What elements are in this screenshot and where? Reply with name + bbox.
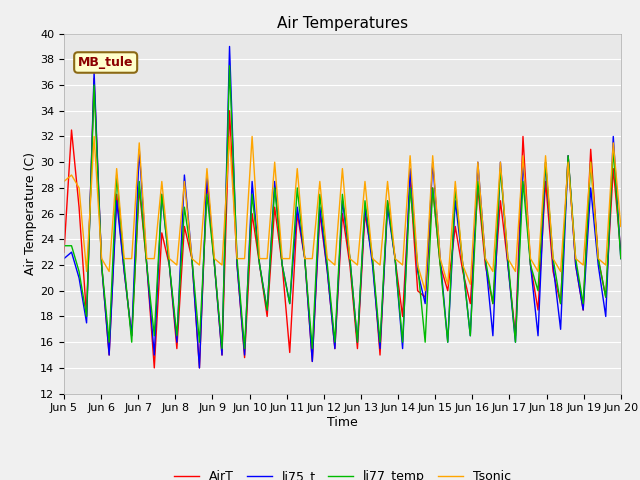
Text: MB_tule: MB_tule [78, 56, 133, 69]
Line: AirT: AirT [64, 79, 621, 368]
Tsonic [90, 133, 98, 139]
Tsonic [617, 224, 625, 229]
li75_t [226, 44, 234, 49]
li77_temp [226, 63, 234, 69]
li75_t [196, 365, 204, 371]
Tsonic [60, 179, 68, 184]
AirT [617, 249, 625, 255]
AirT [519, 133, 527, 139]
li77_temp [60, 243, 68, 249]
Legend: AirT, li75_t, li77_temp, Tsonic: AirT, li75_t, li77_temp, Tsonic [169, 465, 516, 480]
Tsonic [421, 288, 429, 294]
Tsonic [534, 269, 542, 275]
li77_temp [218, 346, 226, 351]
li75_t [511, 339, 519, 345]
Tsonic [572, 256, 579, 262]
Line: li77_temp: li77_temp [64, 66, 621, 348]
Line: Tsonic: Tsonic [64, 136, 621, 291]
li75_t [617, 256, 625, 262]
li77_temp [497, 166, 504, 171]
AirT [511, 333, 519, 338]
li75_t [106, 352, 113, 358]
li75_t [519, 159, 527, 165]
li77_temp [106, 339, 113, 345]
AirT [534, 307, 542, 313]
li77_temp [511, 339, 519, 345]
Tsonic [497, 159, 504, 165]
AirT [113, 192, 120, 197]
Title: Air Temperatures: Air Temperatures [277, 16, 408, 31]
AirT [572, 262, 579, 268]
li77_temp [617, 256, 625, 262]
Tsonic [519, 153, 527, 158]
AirT [497, 198, 504, 204]
li75_t [60, 256, 68, 262]
Tsonic [113, 166, 120, 171]
li75_t [572, 262, 579, 268]
AirT [150, 365, 158, 371]
Y-axis label: Air Temperature (C): Air Temperature (C) [24, 152, 37, 275]
AirT [60, 249, 68, 255]
li75_t [534, 333, 542, 338]
X-axis label: Time: Time [327, 416, 358, 429]
li77_temp [572, 256, 579, 262]
li75_t [497, 159, 504, 165]
li77_temp [534, 288, 542, 294]
AirT [90, 76, 98, 82]
li77_temp [519, 179, 527, 184]
Line: li75_t: li75_t [64, 47, 621, 368]
Tsonic [511, 269, 519, 275]
